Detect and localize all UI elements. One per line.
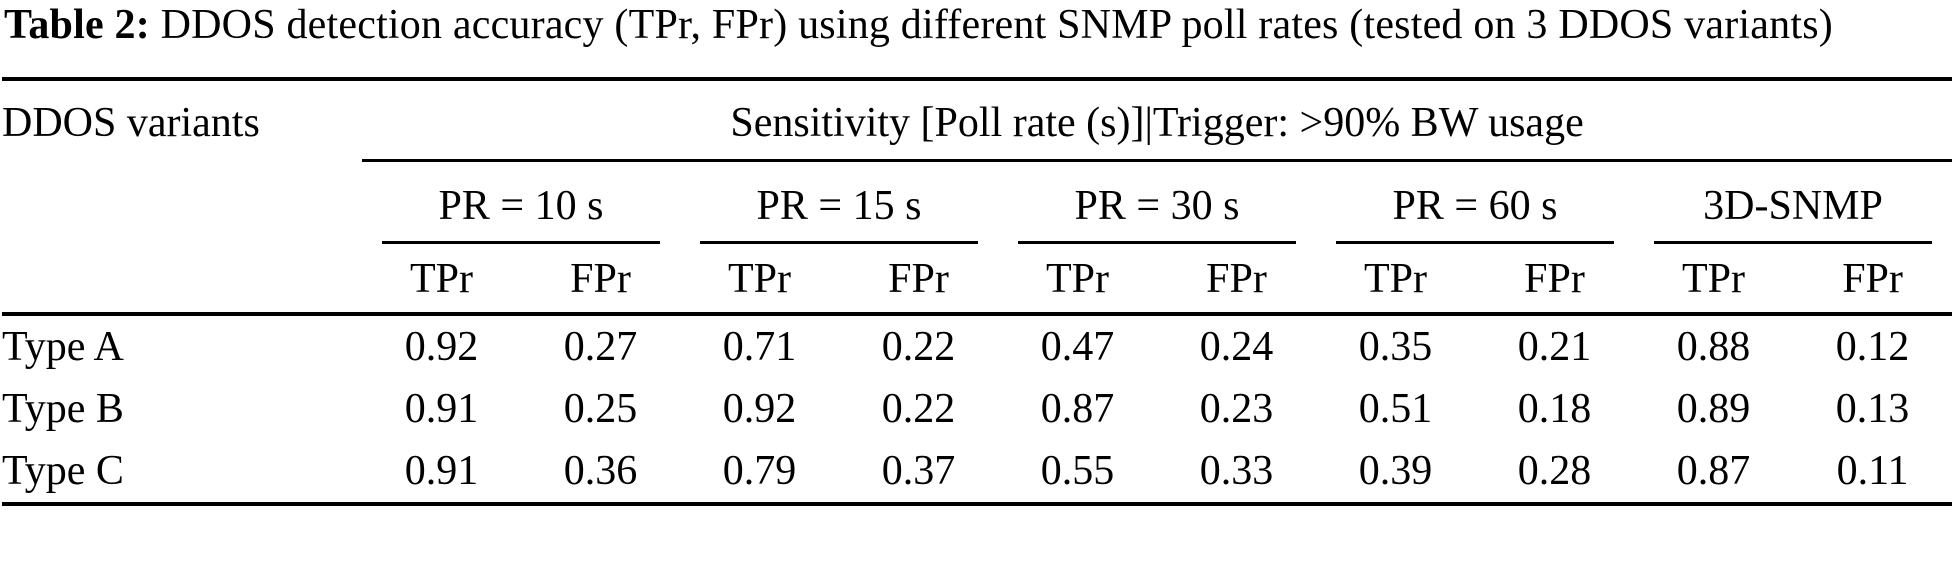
subheader-tpr-5: TPr [1634,244,1793,316]
cell-value: 0.12 [1835,324,1910,370]
subheader-fpr-2: FPr [839,244,998,316]
group-header-pr-10s-label: PR = 10 s [382,184,660,244]
row-label: Type A [2,324,124,370]
table-row-type-b: Type B 0.91 0.25 0.92 0.22 0.87 0.23 0.5… [2,378,1952,440]
cell-value: 0.23 [1199,386,1274,432]
column-header-ddos-variants: DDOS variants [2,79,362,316]
cell-value: 0.55 [1040,448,1115,494]
group-header-pr-15s-label: PR = 15 s [700,184,978,244]
subheader-fpr-4: FPr [1475,244,1634,316]
subheader-tpr-4: TPr [1316,244,1475,316]
cell-value: 0.24 [1199,324,1274,370]
results-table: DDOS variants Sensitivity [Poll rate (s)… [2,77,1953,506]
header-row-top: DDOS variants Sensitivity [Poll rate (s)… [2,79,1953,316]
table-row-type-a: Type A 0.92 0.27 0.71 0.22 0.47 0.24 0.3… [2,314,1952,378]
cell-value: 0.36 [563,448,638,494]
header-row-subcols: TPr FPr TPr FPr TPr FPr TPr FPr TPr FPr [2,244,1953,316]
subheader-fpr-3: FPr [1157,244,1316,316]
cell-value: 0.39 [1358,448,1433,494]
caption-text: DDOS detection accuracy (TPr, FPr) using… [149,2,1833,48]
cell-value: 0.87 [1040,386,1115,432]
group-header-pr-60s: PR = 60 s [1316,161,1634,244]
cell-value: 0.33 [1199,448,1274,494]
group-header-pr-30s: PR = 30 s [998,161,1316,244]
subheader-tpr-2: TPr [680,244,839,316]
cell-value: 0.51 [1358,386,1433,432]
subheader-fpr-1: FPr [521,244,680,316]
cell-value: 0.11 [1836,448,1909,494]
cell-value: 0.89 [1676,386,1751,432]
subheader-fpr-5: FPr [1793,244,1953,316]
header-row-groups: PR = 10 s PR = 15 s PR = 30 s PR = 60 s … [2,161,1952,244]
cell-value: 0.28 [1517,448,1592,494]
group-header-pr-10s: PR = 10 s [362,161,680,244]
paper-table-figure: Table 2: DDOS detection accuracy (TPr, F… [0,0,1954,506]
cell-value: 0.88 [1676,324,1751,370]
cell-value: 0.22 [881,386,956,432]
group-header-pr-15s: PR = 15 s [680,161,998,244]
cell-value: 0.13 [1835,386,1910,432]
subheader-tpr-3: TPr [998,244,1157,316]
column-header-sensitivity: Sensitivity [Poll rate (s)]|Trigger: >90… [362,79,1953,162]
cell-value: 0.91 [404,386,479,432]
cell-value: 0.18 [1517,386,1592,432]
group-header-3d-snmp-label: 3D-SNMP [1654,184,1933,244]
cell-value: 0.91 [404,448,479,494]
cell-value: 0.87 [1676,448,1751,494]
cell-value: 0.71 [722,324,797,370]
row-label: Type C [2,448,124,494]
cell-value: 0.92 [404,324,479,370]
cell-value: 0.22 [881,324,956,370]
group-header-pr-30s-label: PR = 30 s [1018,184,1296,244]
cell-value: 0.25 [563,386,638,432]
table-caption: Table 2: DDOS detection accuracy (TPr, F… [0,0,1954,49]
table-row-type-c: Type C 0.91 0.36 0.79 0.37 0.55 0.33 0.3… [2,440,1952,504]
cell-value: 0.47 [1040,324,1115,370]
caption-label: Table 2: [4,2,150,48]
cell-value: 0.21 [1517,324,1592,370]
group-header-pr-60s-label: PR = 60 s [1336,184,1614,244]
group-header-3d-snmp: 3D-SNMP [1634,161,1952,244]
cell-value: 0.79 [722,448,797,494]
cell-value: 0.92 [722,386,797,432]
row-label: Type B [2,386,124,432]
cell-value: 0.27 [563,324,638,370]
cell-value: 0.35 [1358,324,1433,370]
subheader-tpr-1: TPr [362,244,521,316]
cell-value: 0.37 [881,448,956,494]
